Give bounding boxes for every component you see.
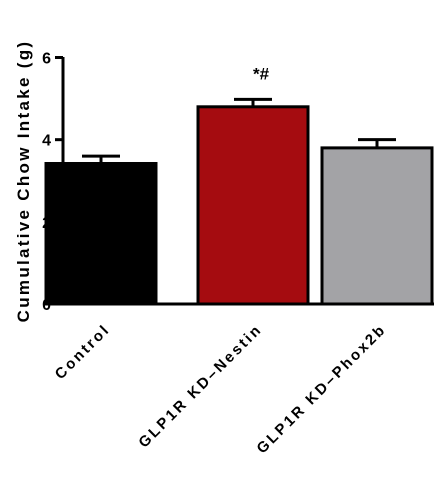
y-tick-label: 2	[42, 215, 51, 232]
category-label: Control	[52, 321, 114, 383]
bar	[196, 105, 310, 306]
bars-layer	[44, 105, 434, 306]
significance-annotation: *#	[253, 64, 270, 83]
category-label: GLP1R KD–Nestin	[135, 321, 265, 451]
y-tick-label: 4	[42, 133, 51, 150]
category-label: GLP1R KD–Phox2b	[253, 321, 389, 457]
y-ticks-layer: 0 2 4 6	[42, 51, 63, 314]
y-axis-label: Cumulative Chow Intake (g)	[14, 40, 33, 323]
y-tick-label: 6	[42, 51, 51, 68]
error-bars-layer	[82, 97, 396, 164]
y-tick-label: 0	[42, 297, 51, 314]
annotations-layer: *#	[253, 64, 270, 83]
bar	[320, 146, 434, 306]
